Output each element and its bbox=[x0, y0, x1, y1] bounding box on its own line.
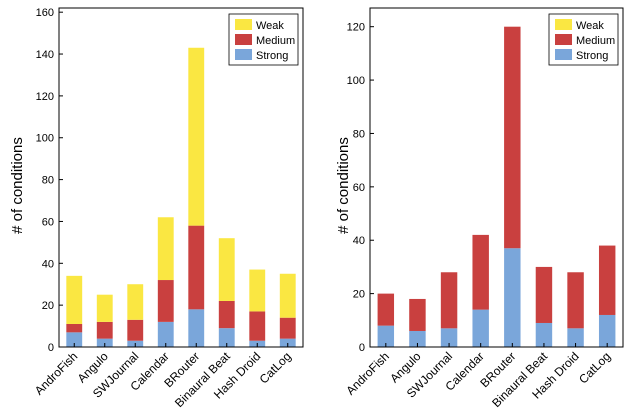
y-tick-label: 0 bbox=[48, 342, 54, 354]
bar-medium-7 bbox=[279, 317, 296, 339]
y-tick-label: 60 bbox=[353, 182, 365, 194]
legend-swatch-weak bbox=[235, 19, 252, 30]
bar-strong-4 bbox=[504, 248, 521, 347]
y-tick-label: 80 bbox=[353, 128, 365, 140]
bar-medium-3 bbox=[472, 234, 489, 310]
bar-strong-7 bbox=[598, 314, 616, 347]
legend-swatch-strong bbox=[235, 49, 252, 60]
bar-medium-4 bbox=[188, 225, 205, 310]
legend-label-weak: Weak bbox=[576, 20, 604, 32]
bar-weak-5 bbox=[218, 238, 235, 301]
bar-medium-0 bbox=[66, 323, 83, 333]
bar-medium-2 bbox=[127, 319, 144, 341]
bar-medium-3 bbox=[157, 280, 174, 322]
legend-swatch-strong bbox=[555, 49, 572, 60]
legend-label-strong: Strong bbox=[576, 50, 608, 62]
bar-medium-4 bbox=[504, 26, 521, 249]
bar-strong-3 bbox=[157, 321, 174, 347]
chart-panel-2: 020406080100120AndroFishAnguloSWJournalC… bbox=[335, 7, 624, 410]
legend-label-medium: Medium bbox=[256, 35, 295, 47]
bar-medium-5 bbox=[218, 300, 235, 329]
y-tick-label: 60 bbox=[42, 216, 54, 228]
bar-medium-1 bbox=[409, 298, 426, 331]
bar-strong-5 bbox=[218, 328, 235, 347]
bar-medium-6 bbox=[567, 272, 584, 329]
y-axis-title: # of conditions bbox=[335, 137, 352, 234]
bar-weak-0 bbox=[66, 275, 83, 324]
bar-medium-5 bbox=[535, 266, 553, 323]
bar-medium-2 bbox=[440, 272, 458, 329]
y-tick-label: 120 bbox=[347, 22, 365, 34]
bar-medium-6 bbox=[249, 311, 266, 341]
bar-medium-7 bbox=[598, 245, 616, 315]
plot-frame bbox=[369, 7, 624, 348]
x-tick-label: CatLog bbox=[257, 349, 294, 386]
x-tick-label: AndroFish bbox=[343, 349, 392, 398]
legend-swatch-medium bbox=[555, 34, 572, 45]
bar-strong-3 bbox=[472, 309, 489, 347]
legend-label-strong: Strong bbox=[256, 50, 288, 62]
y-tick-label: 100 bbox=[36, 133, 54, 145]
x-tick-label: CatLog bbox=[576, 349, 613, 386]
bar-medium-1 bbox=[96, 321, 113, 339]
legend-label-medium: Medium bbox=[576, 35, 615, 47]
legend-label-weak: Weak bbox=[256, 20, 284, 32]
bar-strong-2 bbox=[440, 328, 458, 347]
bar-strong-0 bbox=[66, 332, 83, 347]
legend-swatch-weak bbox=[555, 19, 572, 30]
x-tick-label: AndroFish bbox=[32, 349, 81, 398]
y-tick-label: 160 bbox=[36, 7, 54, 19]
bar-strong-5 bbox=[535, 322, 553, 347]
bar-strong-6 bbox=[567, 328, 584, 347]
y-tick-label: 120 bbox=[36, 91, 54, 103]
bar-weak-4 bbox=[188, 47, 205, 226]
chart-panel-1: 020406080100120140160AndroFishAnguloSWJo… bbox=[9, 7, 304, 410]
bar-strong-4 bbox=[188, 309, 205, 347]
bar-weak-7 bbox=[279, 273, 296, 318]
bar-weak-2 bbox=[127, 284, 144, 320]
y-tick-label: 140 bbox=[36, 49, 54, 61]
y-tick-label: 20 bbox=[42, 300, 54, 312]
bar-weak-3 bbox=[157, 217, 174, 281]
legend-swatch-medium bbox=[235, 34, 252, 45]
bar-strong-7 bbox=[279, 338, 296, 347]
y-tick-label: 40 bbox=[42, 258, 54, 270]
bar-strong-0 bbox=[377, 325, 395, 347]
y-tick-label: 40 bbox=[353, 235, 365, 247]
bar-weak-1 bbox=[96, 294, 113, 322]
y-tick-label: 20 bbox=[353, 289, 365, 301]
y-axis-title: # of conditions bbox=[9, 137, 26, 234]
y-tick-label: 0 bbox=[359, 342, 365, 354]
bar-weak-6 bbox=[249, 269, 266, 312]
y-tick-label: 80 bbox=[42, 175, 54, 187]
y-tick-label: 100 bbox=[347, 75, 365, 87]
bar-medium-0 bbox=[377, 293, 395, 326]
bar-strong-1 bbox=[96, 338, 113, 347]
bar-strong-1 bbox=[409, 330, 426, 347]
plot-frame bbox=[58, 7, 304, 348]
